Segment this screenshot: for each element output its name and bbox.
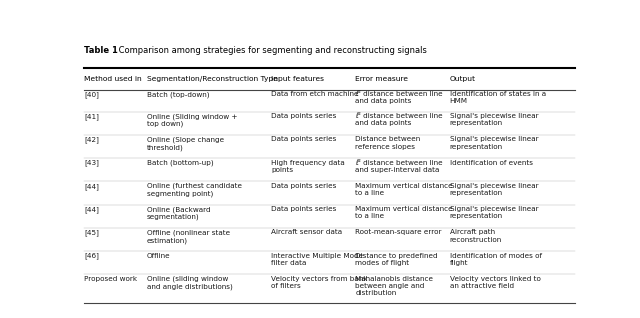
Text: Signal's piecewise linear
representation: Signal's piecewise linear representation [449, 206, 538, 219]
Text: Signal's piecewise linear
representation: Signal's piecewise linear representation [449, 183, 538, 196]
Text: [41]: [41] [84, 113, 99, 120]
Text: Online (sliding window
and angle distributions): Online (sliding window and angle distrib… [147, 276, 233, 290]
Text: Data points series: Data points series [271, 206, 337, 212]
Text: Data points series: Data points series [271, 136, 337, 142]
Text: Comparison among strategies for segmenting and reconstructing signals: Comparison among strategies for segmenti… [116, 45, 427, 54]
Text: Offline (nonlinear state
estimation): Offline (nonlinear state estimation) [147, 229, 230, 244]
Text: Identification of states in a
HMM: Identification of states in a HMM [449, 91, 546, 104]
Text: ℓ² distance between line
and data points: ℓ² distance between line and data points [355, 91, 443, 104]
Text: ℓ² distance between line
and super-interval data: ℓ² distance between line and super-inter… [355, 160, 443, 173]
Text: Method used in: Method used in [84, 76, 141, 81]
Text: Distance to predefined
modes of flight: Distance to predefined modes of flight [355, 253, 438, 266]
Text: Input features: Input features [271, 76, 324, 81]
Text: [42]: [42] [84, 136, 99, 143]
Text: Proposed work: Proposed work [84, 276, 137, 282]
Text: Error measure: Error measure [355, 76, 408, 81]
Text: Identification of modes of
flight: Identification of modes of flight [449, 253, 541, 266]
Text: Identification of events: Identification of events [449, 160, 532, 166]
Text: Data points series: Data points series [271, 183, 337, 189]
Text: Offline: Offline [147, 253, 171, 259]
Text: Velocity vectors linked to
an attractive field: Velocity vectors linked to an attractive… [449, 276, 540, 289]
Text: Online (Sliding window +
top down): Online (Sliding window + top down) [147, 113, 237, 127]
Text: Output: Output [449, 76, 476, 81]
Text: Root-mean-square error: Root-mean-square error [355, 229, 442, 235]
Text: Online (Slope change
threshold): Online (Slope change threshold) [147, 136, 224, 151]
Text: [40]: [40] [84, 91, 99, 98]
Text: [44]: [44] [84, 206, 99, 213]
Text: Maximum vertical distance
to a line: Maximum vertical distance to a line [355, 206, 453, 219]
Text: Interactive Multiple Mode
filter data: Interactive Multiple Mode filter data [271, 253, 363, 266]
Text: Online (furthest candidate
segmenting point): Online (furthest candidate segmenting po… [147, 183, 242, 197]
Text: High frequency data
points: High frequency data points [271, 160, 345, 173]
Text: ℓ² distance between line
and data points: ℓ² distance between line and data points [355, 113, 443, 126]
Text: Table 1: Table 1 [84, 45, 118, 54]
Text: Mahalanobis distance
between angle and
distribution: Mahalanobis distance between angle and d… [355, 276, 433, 296]
Text: [46]: [46] [84, 253, 99, 259]
Text: Data points series: Data points series [271, 113, 337, 119]
Text: Signal's piecewise linear
representation: Signal's piecewise linear representation [449, 136, 538, 149]
Text: [43]: [43] [84, 160, 99, 166]
Text: Online (Backward
segmentation): Online (Backward segmentation) [147, 206, 211, 220]
Text: Velocity vectors from bank
of filters: Velocity vectors from bank of filters [271, 276, 367, 289]
Text: Data from etch machine: Data from etch machine [271, 91, 358, 97]
Text: Aircraft path
reconstruction: Aircraft path reconstruction [449, 229, 502, 243]
Text: Signal's piecewise linear
representation: Signal's piecewise linear representation [449, 113, 538, 126]
Text: Segmentation/Reconstruction Type: Segmentation/Reconstruction Type [147, 76, 278, 81]
Text: [44]: [44] [84, 183, 99, 190]
Text: Aircraft sensor data: Aircraft sensor data [271, 229, 342, 235]
Text: Batch (bottom-up): Batch (bottom-up) [147, 160, 214, 166]
Text: Distance between
reference slopes: Distance between reference slopes [355, 136, 420, 149]
Text: [45]: [45] [84, 229, 99, 236]
Text: Maximum vertical distance
to a line: Maximum vertical distance to a line [355, 183, 453, 196]
Text: Batch (top-down): Batch (top-down) [147, 91, 209, 98]
